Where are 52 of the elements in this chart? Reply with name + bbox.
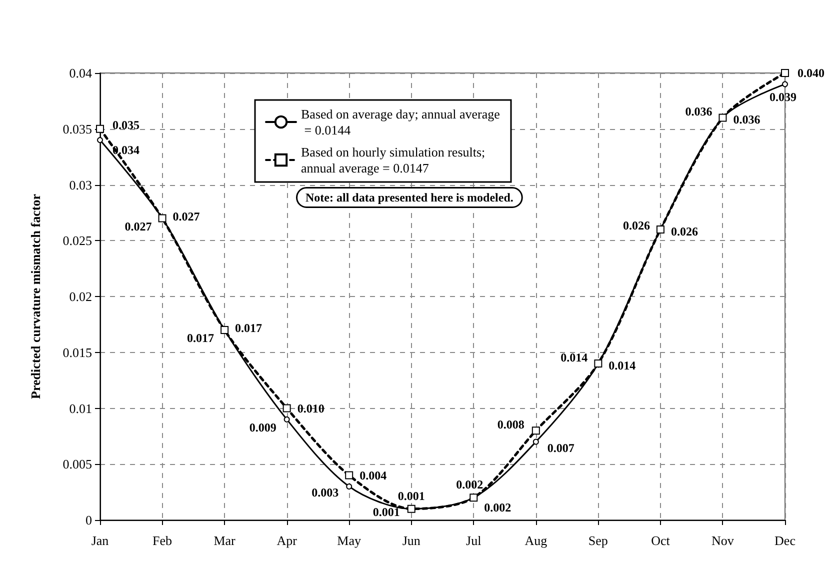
data-label: 0.017 <box>235 321 262 336</box>
x-tick-label: May <box>337 533 362 548</box>
point <box>345 471 354 480</box>
data-label: 0.036 <box>733 112 760 127</box>
y-tick-label: 0.025 <box>62 233 92 248</box>
x-tick-label: Jan <box>91 533 110 548</box>
data-label: 0.026 <box>670 224 698 238</box>
legend-label: Based on average day; annual average = 0.0144 <box>301 106 500 138</box>
data-label: 0.004 <box>360 468 387 482</box>
data-label: 0.010 <box>297 401 324 416</box>
x-tick-label: Apr <box>276 533 298 548</box>
data-label: 0.002 <box>484 500 512 515</box>
y-tick-label: 0.005 <box>62 456 92 472</box>
data-label: 0.014 <box>608 358 636 373</box>
x-tick-label: Jul <box>466 533 482 548</box>
data-label: 0.017 <box>187 331 214 346</box>
y-tick-label: 0.02 <box>69 289 92 304</box>
point <box>781 69 789 77</box>
x-tick-label: Sep <box>588 533 608 548</box>
data-label: 0.026 <box>622 218 650 232</box>
data-label: 0.008 <box>497 418 524 432</box>
y-tick-label: 0 <box>86 512 92 528</box>
x-tick-label: Feb <box>152 533 172 548</box>
annotation: Note: all data presented here is modeled. <box>306 190 514 204</box>
x-tick-label: Jun <box>402 533 421 548</box>
data-label: 0.014 <box>560 350 588 365</box>
point <box>282 404 291 412</box>
y-tick-label: 0.01 <box>69 400 92 416</box>
data-label: 0.003 <box>312 485 339 500</box>
x-tick-label: Aug <box>524 533 548 548</box>
x-tick-label: Mar <box>214 533 236 548</box>
data-label: 0.035 <box>112 118 140 132</box>
legend-label: Based on hourly simulation results; annual average = 0.0147 <box>301 144 488 176</box>
data-label: 0.036 <box>685 104 712 119</box>
x-tick-label: Oct <box>651 533 670 548</box>
y-tick-label: 0.04 <box>69 66 92 80</box>
data-label: 0.040 <box>798 66 824 80</box>
y-tick-label: 0.03 <box>69 177 92 192</box>
x-tick-label: Dec <box>774 533 796 548</box>
x-tick-label: Nov <box>712 533 734 548</box>
y-tick-label: 0.015 <box>62 344 92 360</box>
data-label: 0.007 <box>547 440 574 455</box>
data-label: 0.027 <box>172 209 200 224</box>
data-label: 0.001 <box>372 504 400 519</box>
y-axis-title: Predicted curvature mismatch factor <box>28 194 43 399</box>
data-label: 0.002 <box>456 478 484 492</box>
y-tick-label: 0.035 <box>62 121 92 136</box>
data-label: 0.009 <box>249 420 276 434</box>
point <box>96 124 104 133</box>
data-label: 0.001 <box>398 488 425 503</box>
point <box>532 426 540 435</box>
data-label: 0.027 <box>124 219 152 234</box>
